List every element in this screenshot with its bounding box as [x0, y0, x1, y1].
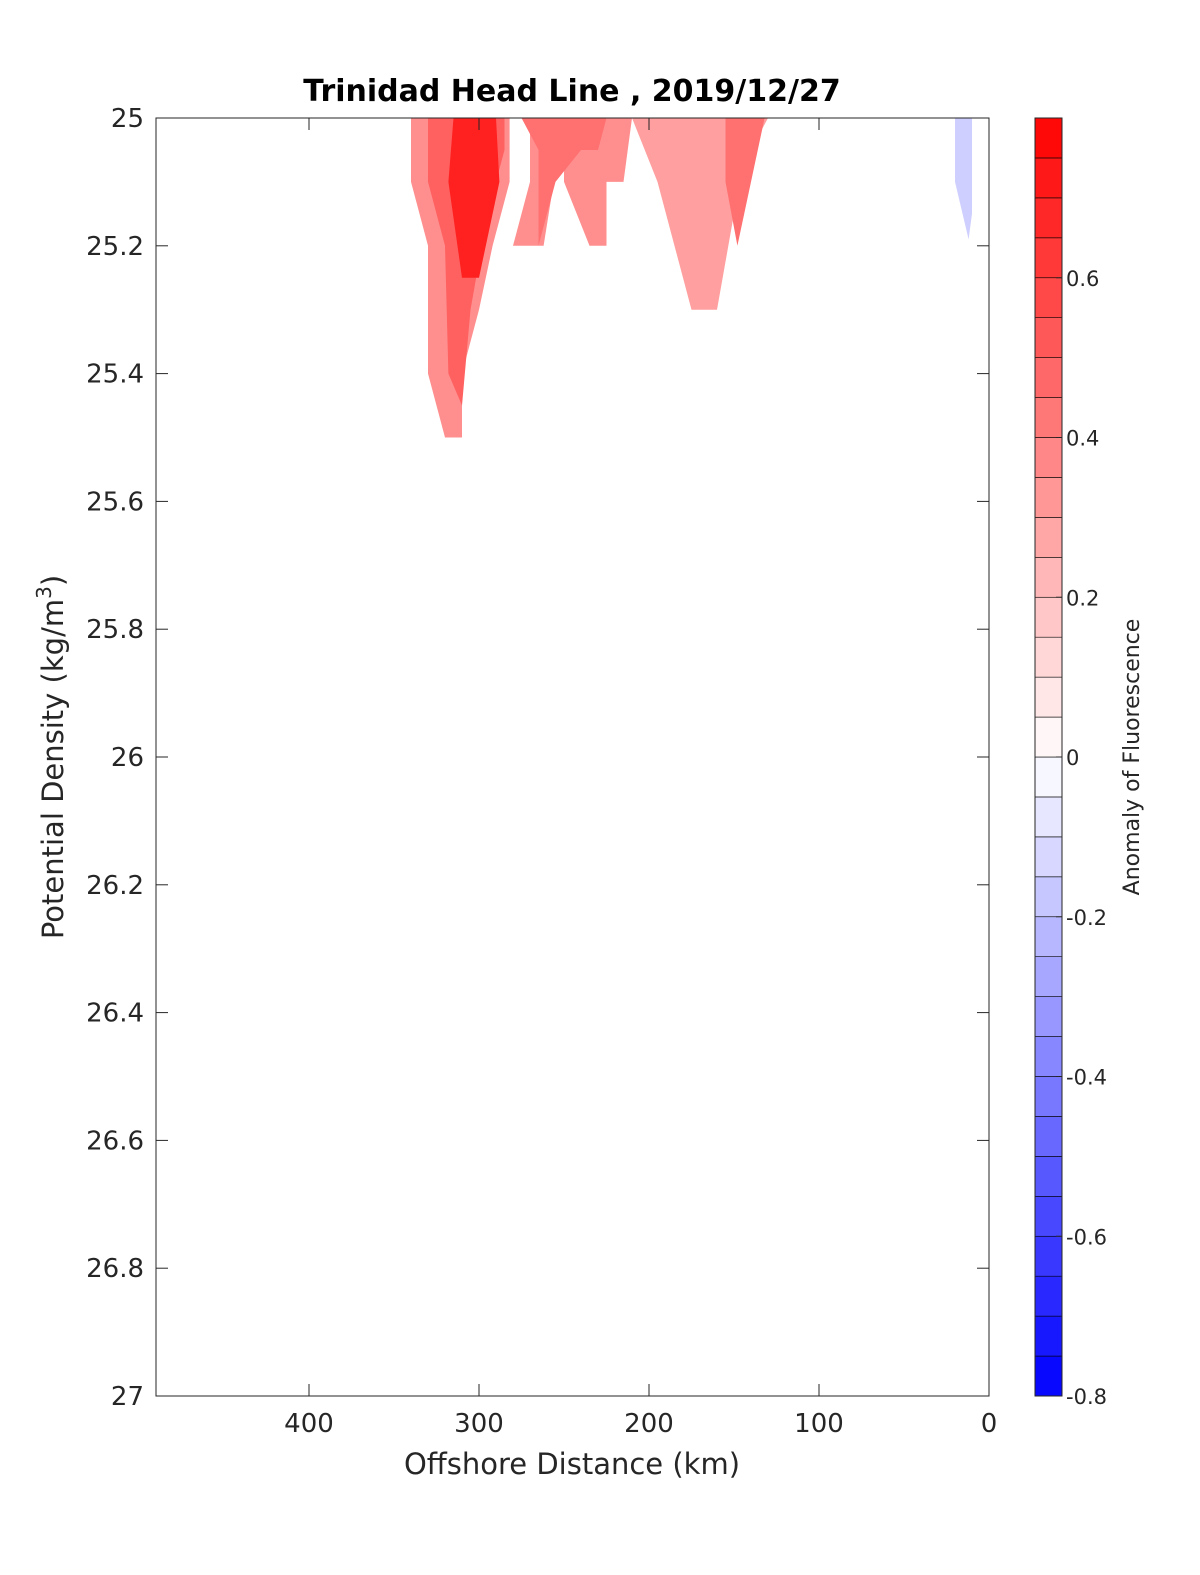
y-tick-label: 27: [111, 1382, 144, 1412]
y-tick-label: 26: [111, 743, 144, 773]
colorbar-band: [1034, 397, 1063, 438]
colorbar-band: [1034, 916, 1063, 957]
colorbar-band: [1034, 517, 1063, 558]
y-tick-label: 26.4: [86, 999, 144, 1029]
y-tick-label: 25.2: [86, 232, 144, 262]
contour-region-patch-340km-core: [448, 118, 500, 278]
colorbar-tick-label: -0.4: [1066, 1066, 1107, 1090]
colorbar-band: [1034, 277, 1063, 318]
y-tick-label: 25: [111, 104, 144, 134]
x-axis-label: Offshore Distance (km): [404, 1447, 740, 1481]
contour-region-patch-nearshore-blue: [955, 118, 972, 240]
y-tick-label: 25.6: [86, 487, 144, 517]
colorbar-band: [1034, 317, 1063, 358]
colorbar-band: [1034, 1076, 1063, 1117]
colorbar-tick-label: 0: [1066, 746, 1079, 770]
y-axis: 25 25.2 25.4 25.6 25.8 26 26.2 26.4 26.6 26.8 27: [86, 104, 989, 1412]
colorbar-band: [1034, 1116, 1063, 1157]
y-tick-label: 25.4: [86, 360, 144, 390]
colorbar-band: [1034, 357, 1063, 398]
contour-region-patch-200km-edge: [725, 118, 765, 246]
colorbar-band: [1034, 1036, 1063, 1077]
colorbar-band: [1034, 716, 1063, 758]
y-axis-label: Potential Density (kg/m3): [32, 575, 70, 939]
colorbar-band: [1034, 756, 1063, 798]
colorbar-band: [1034, 237, 1063, 279]
colorbar-band: [1034, 796, 1063, 838]
colorbar-band: [1034, 197, 1063, 239]
colorbar-band: [1034, 117, 1063, 159]
plot-background: [156, 118, 989, 1396]
y-axis-label-end: ): [36, 575, 70, 586]
colorbar-band: [1034, 1235, 1063, 1277]
colorbar-tick-label: 0.6: [1066, 267, 1099, 291]
colorbar-band: [1034, 477, 1063, 518]
colorbar-band: [1034, 836, 1063, 878]
colorbar-band: [1034, 1315, 1063, 1357]
colorbar-band: [1034, 557, 1063, 598]
colorbar-band: [1034, 1156, 1063, 1197]
y-tick-label: 26.6: [86, 1126, 144, 1156]
colorbar-label: Anomaly of Fluorescence: [1120, 619, 1145, 896]
colorbar-band: [1034, 437, 1063, 478]
colorbar-band: [1034, 956, 1063, 997]
colorbar-band: [1034, 157, 1063, 199]
y-tick-label: 26.2: [86, 871, 144, 901]
y-axis-label-superscript: 3: [32, 586, 56, 599]
x-tick-label: 0: [981, 1409, 998, 1439]
x-tick-label: 400: [284, 1409, 334, 1439]
colorbar: 0.6 0.4 0.2 0 -0.2 -0.4 -0.6 -0.8: [1034, 117, 1107, 1409]
colorbar-band: [1034, 676, 1063, 718]
colorbar-tick-label: -0.8: [1066, 1385, 1107, 1409]
x-tick-label: 300: [454, 1409, 504, 1439]
y-tick-label: 26.8: [86, 1254, 144, 1284]
colorbar-tick-label: -0.2: [1066, 906, 1107, 930]
colorbar-tick-label: 0.2: [1066, 586, 1099, 610]
colorbar-tick-label: -0.6: [1066, 1225, 1107, 1249]
y-axis-label-main: Potential Density (kg/m: [36, 599, 70, 939]
colorbar-tick-label: 0.4: [1066, 427, 1099, 451]
colorbar-band: [1034, 1355, 1063, 1397]
colorbar-band: [1034, 596, 1063, 638]
x-tick-label: 200: [624, 1409, 674, 1439]
colorbar-band: [1034, 996, 1063, 1037]
contour-regions: [411, 118, 972, 438]
y-tick-label: 25.8: [86, 615, 144, 645]
colorbar-band: [1034, 1275, 1063, 1317]
chart-title: Trinidad Head Line , 2019/12/27: [303, 74, 840, 109]
x-axis: 400 300 200 100 0: [284, 118, 997, 1439]
contour-region-patch-260km-mid: [521, 118, 607, 246]
colorbar-band: [1034, 636, 1063, 678]
x-tick-label: 100: [794, 1409, 844, 1439]
colorbar-band: [1034, 1196, 1063, 1237]
colorbar-band: [1034, 876, 1063, 918]
